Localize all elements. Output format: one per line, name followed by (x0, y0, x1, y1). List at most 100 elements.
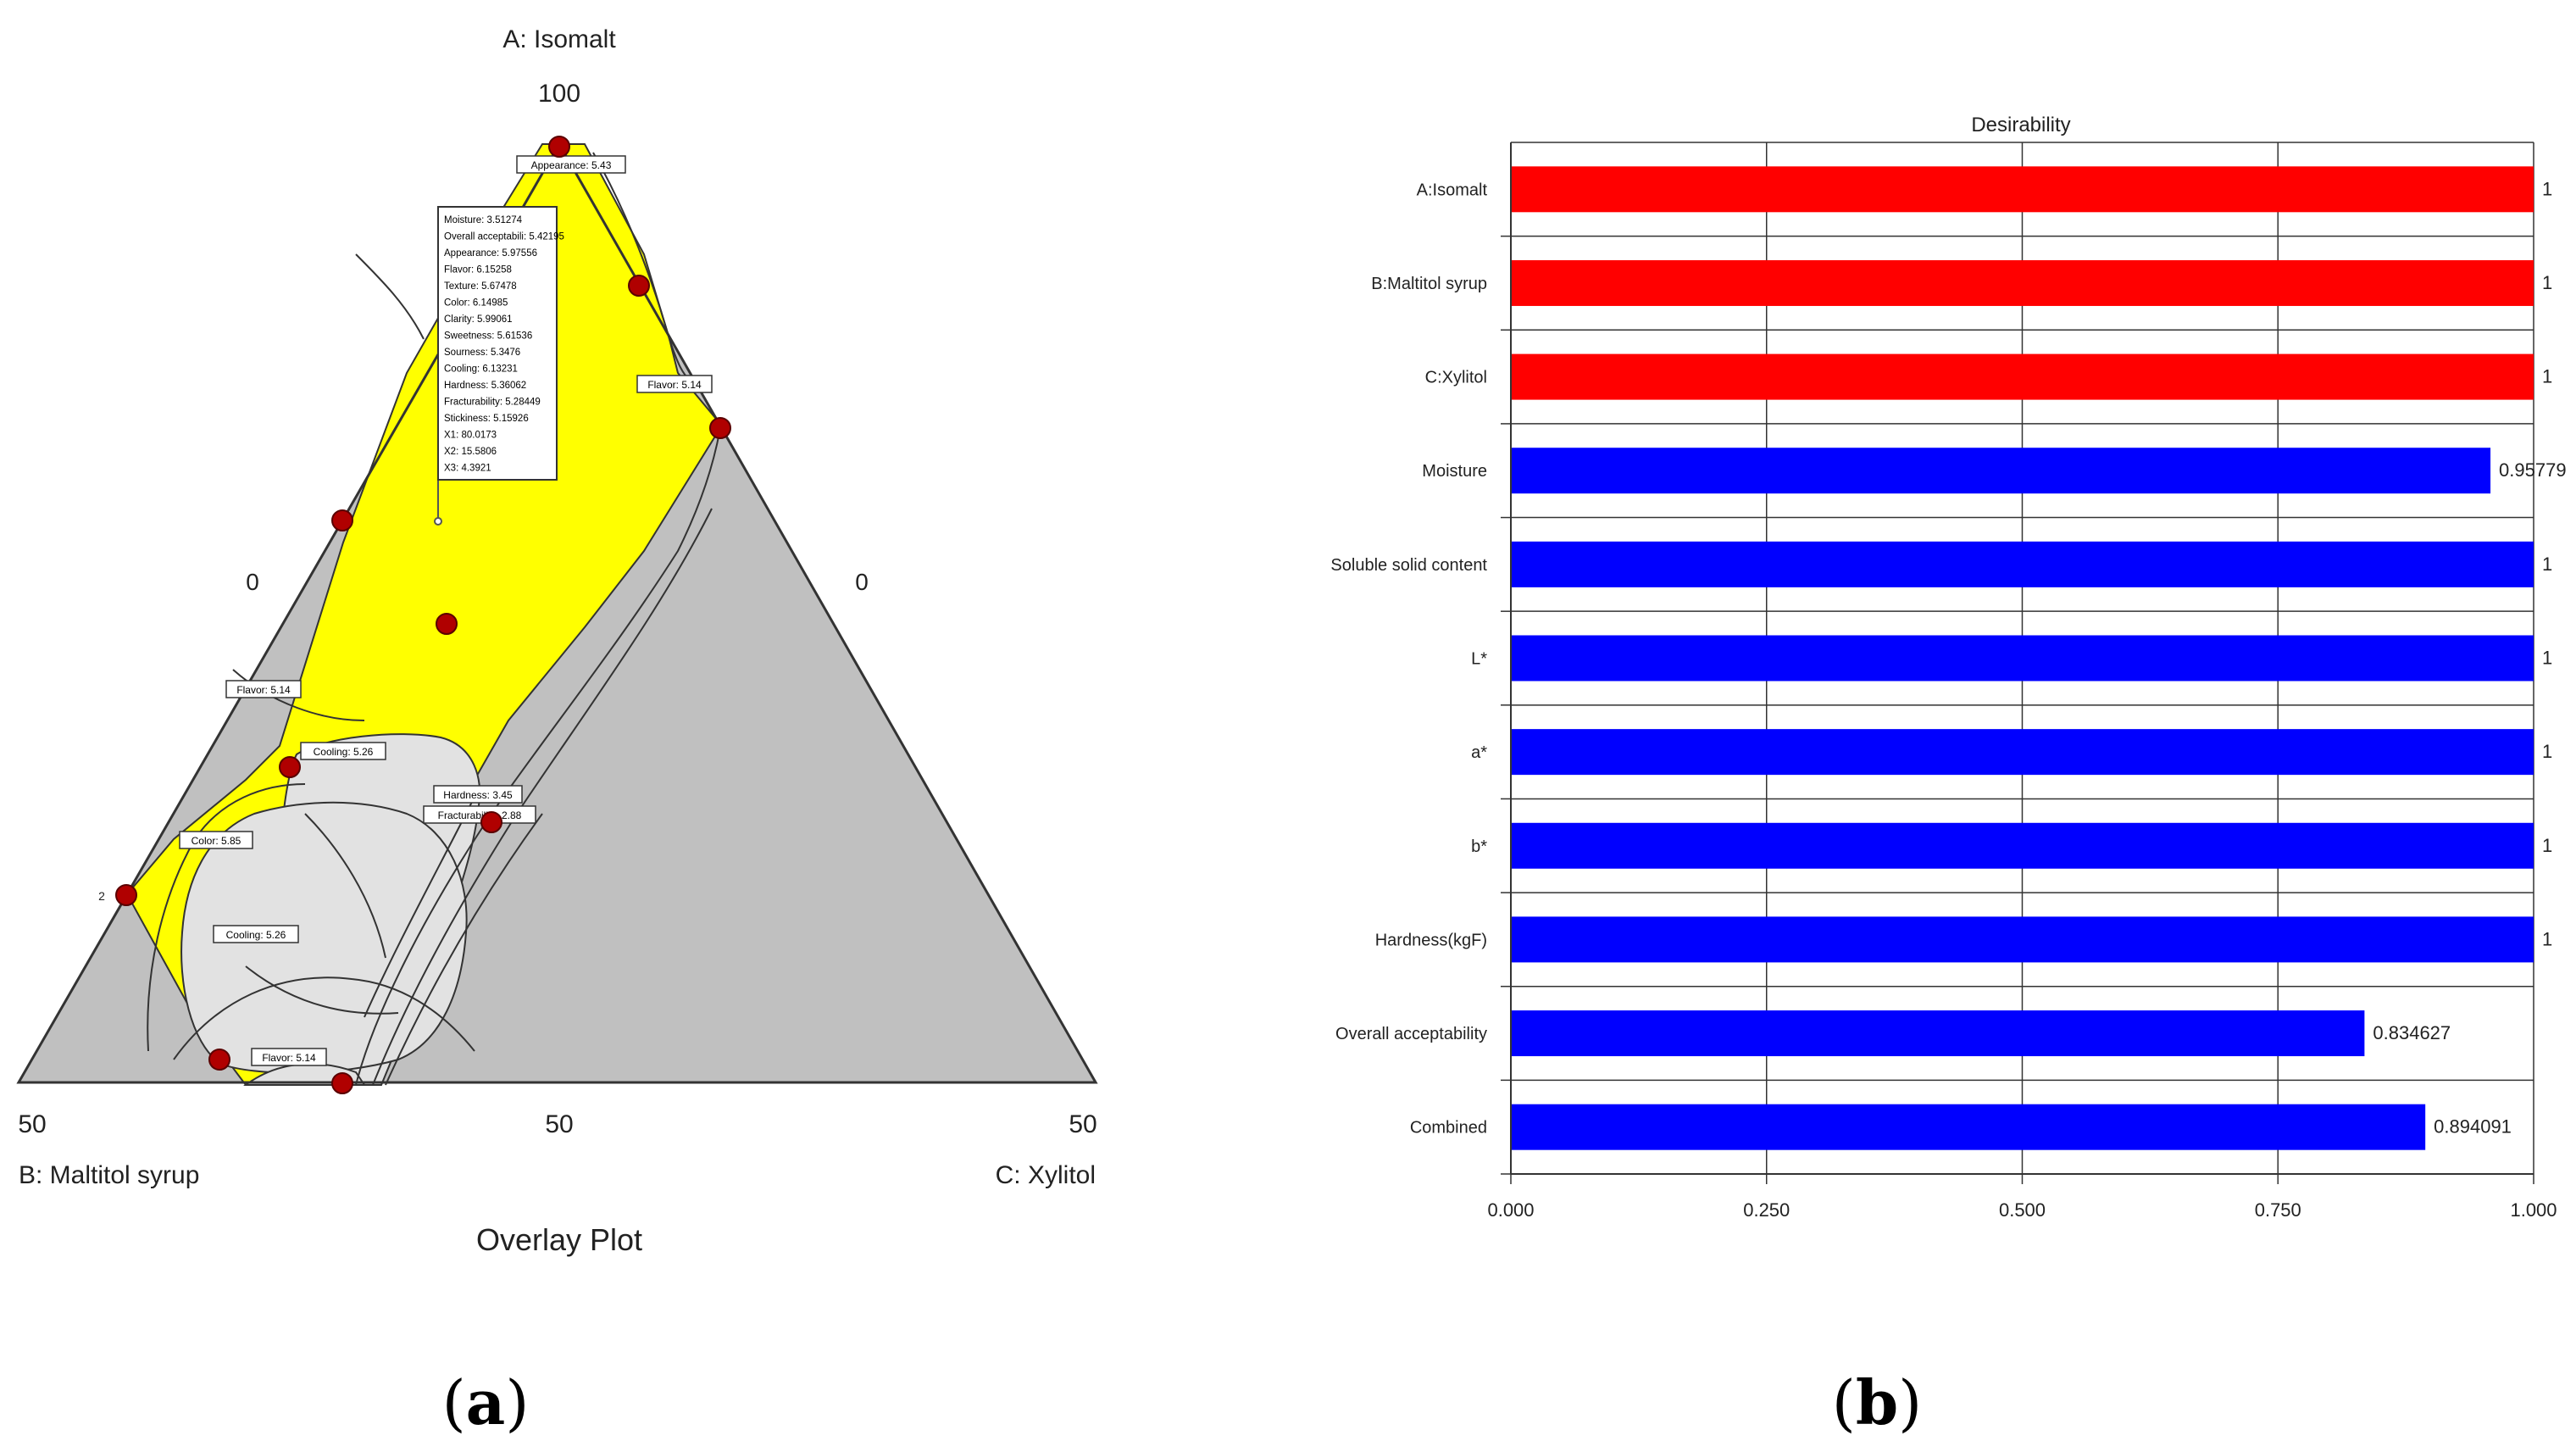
contour-label: Flavor: 5.14 (262, 1052, 316, 1064)
value-label: 1 (2542, 928, 2552, 949)
desirability-title: Desirability (1971, 114, 2070, 136)
bar (1511, 259, 2534, 306)
contour-label: Appearance: 5.43 (531, 159, 612, 171)
panel-letter-b: (b) (1832, 1366, 1923, 1438)
category-label: Overall acceptability (1335, 1025, 1487, 1043)
design-points (115, 136, 731, 1094)
contour-lines (147, 152, 721, 1086)
overlay-plot-title: Overlay Plot (476, 1222, 642, 1257)
contour-label: Cooling: 5.26 (226, 929, 286, 941)
category-label: A:Isomalt (1417, 181, 1488, 199)
desirability-bars (1511, 166, 2534, 1150)
flag-line: Color: 6.14985 (444, 298, 508, 309)
x-tick-label: 1.000 (2510, 1199, 2557, 1221)
x-tick-label: 0.500 (1999, 1199, 2046, 1221)
bar (1511, 353, 2534, 400)
contour-label: Hardness: 3.45 (443, 789, 513, 801)
design-point (208, 1049, 230, 1071)
x-tick-label: 0.000 (1487, 1199, 1534, 1221)
contour-line (173, 976, 475, 1060)
flag-line: X3: 4.3921 (444, 464, 491, 474)
contour-line (245, 965, 399, 1015)
category-label: Combined (1410, 1119, 1487, 1138)
flag-line: Hardness: 5.36062 (444, 381, 526, 391)
category-label: Soluble solid content (1330, 556, 1487, 575)
category-label: b* (1471, 837, 1487, 856)
panel-letter-a: (a) (442, 1366, 530, 1438)
overlay-plot-panel: Appearance: 5.43 Flavor: 5.14 Flavor: 5.… (16, 25, 1098, 1257)
contour-line (592, 152, 691, 382)
desirability-panel: Desirability A:Isomalt 1 B:Maltitol syrup 1… (1330, 114, 2566, 1221)
category-label: L* (1471, 650, 1487, 669)
flag-line: Flavor: 6.15258 (444, 265, 512, 275)
axis-b-max-label: 50 (18, 1110, 46, 1138)
flag-readout-box (437, 206, 558, 481)
design-point (480, 811, 502, 833)
flag-line: Texture: 5.67478 (444, 281, 517, 292)
flag-line: Clarity: 5.99061 (444, 314, 513, 325)
design-point (331, 509, 353, 531)
flag-line: Moisture: 3.51274 (444, 215, 523, 225)
flag-line: Cooling: 6.13231 (444, 364, 518, 375)
bar (1511, 541, 2534, 587)
contour-label-box (516, 155, 626, 174)
flag-line: X2: 15.5806 (444, 447, 497, 457)
value-label: 1 (2542, 554, 2552, 575)
x-tick-label: 0.250 (1743, 1199, 1790, 1221)
bar (1511, 822, 2534, 869)
design-point (548, 136, 570, 158)
value-label: 1 (2542, 835, 2552, 856)
contour-label: Fracturability: 2.88 (438, 809, 522, 821)
contour-label-box (179, 831, 253, 849)
axis-c-max-label: 50 (1069, 1110, 1096, 1138)
flag-line: X1: 80.0173 (444, 431, 497, 441)
value-label: 0.95779 (2499, 459, 2567, 481)
flag-line: Sweetness: 5.61536 (444, 331, 532, 342)
flag-line: Fracturability: 5.28449 (444, 398, 541, 408)
contour-label: Flavor: 5.14 (647, 379, 702, 391)
axis-c-label: C: Xylitol (996, 1161, 1096, 1189)
value-label: 1 (2542, 272, 2552, 293)
contour-labels: Appearance: 5.43 Flavor: 5.14 Flavor: 5.… (179, 155, 713, 1066)
contour-label-box (636, 375, 713, 393)
contour-label: Color: 5.85 (192, 835, 242, 847)
value-label: 1 (2542, 366, 2552, 387)
flag-line: Sourness: 5.3476 (444, 348, 520, 358)
contour-line (355, 253, 425, 340)
design-point (709, 417, 731, 439)
category-label: B:Maltitol syrup (1371, 275, 1487, 293)
contour-line (147, 783, 306, 1052)
design-point (331, 1072, 353, 1094)
flag-line: Overall acceptabili: 5.42195 (444, 232, 564, 242)
design-point (279, 756, 301, 778)
bar (1511, 916, 2534, 963)
x-tick-label: 0.750 (2255, 1199, 2301, 1221)
bar (1511, 635, 2534, 681)
axis-mid-label: 50 (545, 1110, 573, 1138)
value-label: 1 (2542, 178, 2552, 199)
desirability-x-axis: 0.000 0.250 0.500 0.750 1.000 (1487, 142, 2557, 1221)
axis-b-min-label: 0 (855, 569, 869, 595)
contour-label-box (423, 805, 536, 824)
contour-label-box (213, 925, 299, 943)
ternary-outline (16, 141, 1098, 1084)
contour-line (355, 427, 721, 1086)
bar (1511, 1010, 2365, 1057)
axis-small-label: 2 (98, 889, 105, 903)
ternary-axis-labels: A: Isomalt 100 0 0 2 50 50 50 B: Maltito… (18, 25, 1096, 1257)
contour-label-box (300, 742, 386, 760)
category-label: Hardness(kgF) (1375, 931, 1487, 949)
category-label: C:Xylitol (1425, 369, 1487, 387)
flag-readout: Moisture: 3.51274 Overall acceptabili: 5… (444, 215, 564, 474)
bar (1511, 729, 2534, 776)
flag-line: Stickiness: 5.15926 (444, 414, 529, 424)
design-point (115, 884, 137, 906)
category-label: a* (1471, 743, 1487, 762)
value-label: 0.894091 (2434, 1116, 2512, 1138)
value-label: 1 (2542, 741, 2552, 762)
contour-line (385, 813, 543, 1086)
desirability-labels: A:Isomalt 1 B:Maltitol syrup 1 C:Xylitol 1 Moi… (1330, 178, 2566, 1137)
bar (1511, 166, 2534, 213)
contour-label-box (225, 680, 302, 698)
